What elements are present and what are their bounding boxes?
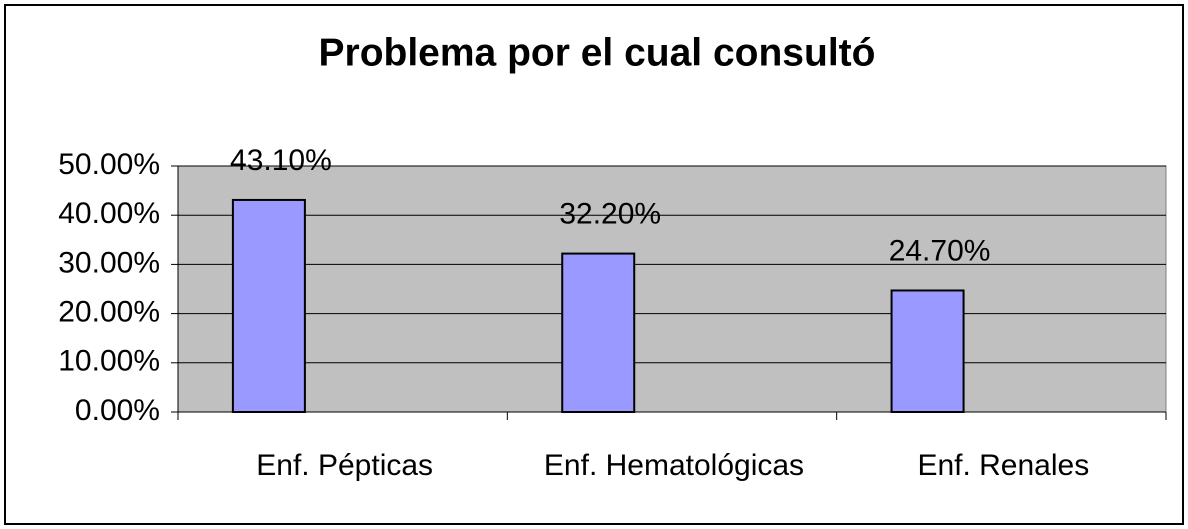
x-tick-label: Enf. Hematológicas xyxy=(544,449,804,482)
plot-area xyxy=(177,165,1167,413)
y-tick-label: 20.00% xyxy=(58,296,160,329)
y-tick-label: 40.00% xyxy=(58,197,160,230)
bar xyxy=(890,289,965,414)
chart-title: Problema por el cual consultó xyxy=(319,31,876,74)
y-tick-label: 50.00% xyxy=(58,148,160,181)
y-tick-label: 30.00% xyxy=(58,246,160,279)
bar xyxy=(231,198,306,413)
value-label: 24.70% xyxy=(889,234,991,267)
y-tick-label: 10.00% xyxy=(58,345,160,378)
value-label: 32.20% xyxy=(559,197,661,230)
bar xyxy=(561,252,636,413)
y-tick-label: 0.00% xyxy=(75,394,160,427)
x-tick-label: Enf. Pépticas xyxy=(256,449,433,482)
value-label: 43.10% xyxy=(230,144,332,177)
x-tick-label: Enf. Renales xyxy=(917,449,1089,482)
